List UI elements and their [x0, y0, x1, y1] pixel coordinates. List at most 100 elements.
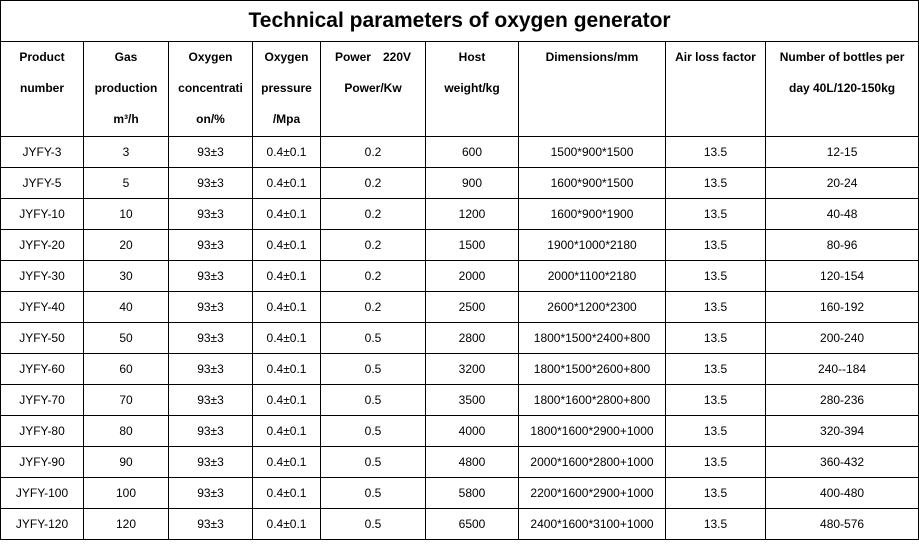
- data-cell: JYFY-50: [0, 322, 84, 354]
- data-cell: 80: [83, 415, 169, 447]
- data-cell: JYFY-100: [0, 477, 84, 509]
- data-cell: 0.2: [320, 291, 426, 323]
- data-cell: 2500: [425, 291, 519, 323]
- header-cell: Oxygen concentrati on/%: [168, 41, 253, 137]
- data-cell: 93±3: [168, 229, 253, 261]
- data-cell: 0.5: [320, 477, 426, 509]
- data-cell: 80-96: [764, 229, 919, 261]
- data-cell: 13.5: [665, 477, 766, 509]
- header-line: concentrati: [178, 81, 243, 95]
- header-line: Host: [458, 50, 486, 64]
- data-cell: 13.5: [665, 415, 766, 447]
- data-cell: JYFY-40: [0, 291, 84, 323]
- data-cell: 93±3: [168, 322, 253, 354]
- data-cell: JYFY-5: [0, 167, 84, 199]
- header-line: Power 220V: [334, 50, 412, 64]
- data-cell: 1900*1000*2180: [518, 229, 666, 261]
- data-cell: 0.2: [320, 260, 426, 292]
- data-cell: 0.2: [320, 167, 426, 199]
- data-cell: 3500: [425, 384, 519, 416]
- data-cell: 13.5: [665, 446, 766, 478]
- data-cell: 20: [83, 229, 169, 261]
- header-line: number: [19, 81, 64, 95]
- data-cell: 40: [83, 291, 169, 323]
- data-cell: 0.5: [320, 384, 426, 416]
- data-cell: 160-192: [764, 291, 919, 323]
- header-cell: Air loss factor: [665, 41, 766, 137]
- data-cell: 93±3: [168, 291, 253, 323]
- data-cell: 0.4±0.1: [252, 446, 321, 478]
- data-cell: 2200*1600*2900+1000: [518, 477, 666, 509]
- data-cell: JYFY-90: [0, 446, 84, 478]
- header-line: Product: [19, 50, 65, 64]
- data-row: JYFY-60 60 93±3 0.4±0.1 0.5 3200 1800*1500*260…: [0, 353, 919, 385]
- data-cell: 1600*900*1900: [518, 198, 666, 230]
- header-line: /Mpa: [272, 112, 301, 126]
- header-cell: Dimensions/mm: [518, 41, 666, 137]
- data-row: JYFY-50 50 93±3 0.4±0.1 0.5 2800 1800*1500*240…: [0, 322, 919, 354]
- header-line: Dimensions/mm: [545, 50, 639, 64]
- header-line: Oxygen: [188, 50, 233, 64]
- data-cell: 13.5: [665, 353, 766, 385]
- data-cell: 13.5: [665, 291, 766, 323]
- header-row: Product number Gas production m³/h Oxygen conc…: [0, 41, 919, 137]
- table-title: Technical parameters of oxygen generator: [0, 0, 919, 42]
- header-cell: Gas production m³/h: [83, 41, 169, 137]
- data-row: JYFY-70 70 93±3 0.4±0.1 0.5 3500 1800*1600*280…: [0, 384, 919, 416]
- header-line: Gas: [114, 50, 138, 64]
- data-cell: 0.4±0.1: [252, 229, 321, 261]
- data-cell: 93±3: [168, 446, 253, 478]
- title-row: Technical parameters of oxygen generator: [0, 0, 919, 42]
- parameter-table: Technical parameters of oxygen generator…: [0, 0, 919, 540]
- data-cell: 0.4±0.1: [252, 136, 321, 168]
- header-line: production: [94, 81, 158, 95]
- header-cell: Number of bottles per day 40L/120-150kg: [764, 41, 919, 137]
- data-cell: 0.5: [320, 508, 426, 540]
- header-line: m³/h: [113, 112, 139, 126]
- data-cell: 93±3: [168, 260, 253, 292]
- header-cell: Product number: [0, 41, 84, 137]
- data-cell: 4000: [425, 415, 519, 447]
- data-cell: 2800: [425, 322, 519, 354]
- data-cell: 50: [83, 322, 169, 354]
- data-cell: 0.4±0.1: [252, 260, 321, 292]
- header-line: Air loss factor: [675, 50, 756, 64]
- data-cell: 13.5: [665, 322, 766, 354]
- data-row: JYFY-100 100 93±3 0.4±0.1 0.5 5800 2200*1600*2…: [0, 477, 919, 509]
- data-row: JYFY-3 3 93±3 0.4±0.1 0.2 600 1500*900*1500 13.…: [0, 136, 919, 168]
- data-cell: 1800*1600*2800+800: [518, 384, 666, 416]
- data-cell: 2400*1600*3100+1000: [518, 508, 666, 540]
- data-cell: 13.5: [665, 508, 766, 540]
- header-line: weight/kg: [444, 81, 500, 95]
- header-cell: Oxygen pressure/Mpa: [252, 41, 321, 137]
- data-cell: 600: [425, 136, 519, 168]
- data-cell: 1800*1600*2900+1000: [518, 415, 666, 447]
- data-cell: 0.2: [320, 198, 426, 230]
- data-cell: 0.4±0.1: [252, 198, 321, 230]
- data-cell: 93±3: [168, 136, 253, 168]
- header-line: Power/Kw: [344, 81, 402, 95]
- data-cell: 3200: [425, 353, 519, 385]
- data-cell: 0.4±0.1: [252, 167, 321, 199]
- data-cell: 0.4±0.1: [252, 291, 321, 323]
- data-cell: 0.5: [320, 415, 426, 447]
- data-row: JYFY-120 120 93±3 0.4±0.1 0.5 6500 2400*1600*3…: [0, 508, 919, 540]
- data-cell: 0.5: [320, 322, 426, 354]
- data-cell: 1500: [425, 229, 519, 261]
- data-cell: 200-240: [764, 322, 919, 354]
- header-line: Oxygen: [264, 50, 309, 64]
- data-cell: 13.5: [665, 136, 766, 168]
- data-cell: JYFY-30: [0, 260, 84, 292]
- data-cell: 0.5: [320, 353, 426, 385]
- data-cell: 240--184: [764, 353, 919, 385]
- data-cell: JYFY-70: [0, 384, 84, 416]
- data-row: JYFY-80 80 93±3 0.4±0.1 0.5 4000 1800*1600*290…: [0, 415, 919, 447]
- data-cell: 2000: [425, 260, 519, 292]
- data-row: JYFY-30 30 93±3 0.4±0.1 0.2 2000 2000*1100*218…: [0, 260, 919, 292]
- data-cell: 5: [83, 167, 169, 199]
- header-line: day 40L/120-150kg: [789, 81, 896, 95]
- data-cell: 120-154: [764, 260, 919, 292]
- data-cell: 70: [83, 384, 169, 416]
- data-cell: 30: [83, 260, 169, 292]
- data-cell: 320-394: [764, 415, 919, 447]
